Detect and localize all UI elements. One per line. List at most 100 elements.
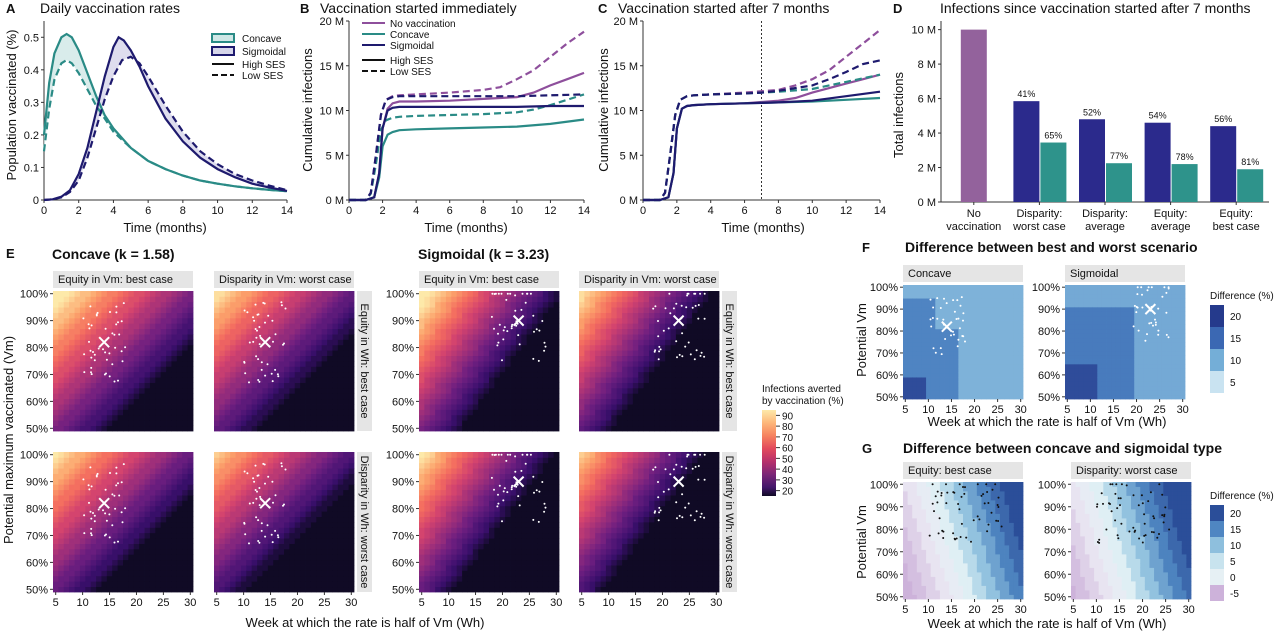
heatmap-cell xyxy=(69,527,75,534)
heatmap-cell xyxy=(515,350,522,357)
heatmap-cell xyxy=(251,500,258,507)
heatmap-cell xyxy=(419,478,425,485)
sample-point xyxy=(505,298,508,301)
heatmap-cell xyxy=(144,511,151,518)
heatmap-cell xyxy=(419,527,425,534)
heatmap-cell xyxy=(348,334,355,340)
heatmap-cell xyxy=(643,291,650,297)
heatmap-cell xyxy=(321,323,328,330)
heatmap-cell xyxy=(58,495,65,501)
heatmap-cell xyxy=(139,478,145,485)
heatmap-cell xyxy=(284,575,290,582)
heatmap-cell xyxy=(548,484,555,491)
sample-point xyxy=(114,507,117,510)
heatmap-cell xyxy=(219,565,226,571)
heatmap-cell xyxy=(235,532,242,539)
sample-point xyxy=(532,518,535,521)
heatmap-cell xyxy=(267,457,274,464)
heatmap-cell xyxy=(289,301,296,308)
heatmap-cell xyxy=(542,414,549,421)
sample-point xyxy=(257,379,260,381)
heatmap-cell xyxy=(467,344,474,351)
heatmap-cell xyxy=(273,543,280,550)
heatmap-cell xyxy=(96,334,102,340)
heatmap-cell xyxy=(166,398,172,405)
heatmap-cell xyxy=(214,548,220,555)
heatmap-cell xyxy=(643,296,650,303)
heatmap-cell xyxy=(74,361,81,367)
heatmap-cell xyxy=(246,291,253,297)
heatmap-cell xyxy=(499,554,506,561)
heatmap-cell xyxy=(79,452,86,458)
heatmap-cell xyxy=(112,527,119,534)
heatmap-cell xyxy=(429,393,436,400)
heatmap-cell xyxy=(532,398,538,405)
heatmap-cell xyxy=(219,484,226,491)
heatmap-cell xyxy=(176,291,183,297)
heatmap-cell xyxy=(257,425,263,432)
heatmap-cell xyxy=(155,414,162,421)
heatmap-cell xyxy=(53,505,59,512)
heatmap-cell xyxy=(440,296,447,303)
heatmap-cell xyxy=(139,586,145,593)
heatmap-cell xyxy=(160,473,167,480)
heatmap-cell xyxy=(456,500,463,507)
heatmap-cell xyxy=(638,350,645,357)
y-tick-label: 50% xyxy=(392,584,414,596)
heatmap-cell xyxy=(472,559,479,566)
heatmap-cell xyxy=(149,548,156,555)
heatmap-cell xyxy=(289,291,296,297)
heatmap-cell xyxy=(424,581,431,588)
heatmap-cell xyxy=(133,328,140,335)
sample-point xyxy=(103,373,106,376)
heatmap-cell xyxy=(273,532,280,539)
heatmap-cell xyxy=(643,398,650,405)
heatmap-cell xyxy=(515,398,522,405)
sample-point xyxy=(518,504,521,507)
heatmap-cell xyxy=(267,462,274,469)
heatmap-cell xyxy=(149,495,156,501)
sample-point xyxy=(271,541,274,544)
heatmap-cell xyxy=(515,344,522,351)
sample-point xyxy=(274,494,277,497)
heatmap-cell xyxy=(63,575,70,582)
sample-point xyxy=(533,491,535,494)
heatmap-cell xyxy=(542,307,549,313)
heatmap-cell xyxy=(160,452,167,458)
heatmap-cell xyxy=(219,575,226,582)
sample-point xyxy=(543,349,546,352)
heatmap-cell xyxy=(478,505,485,512)
heatmap-cell xyxy=(96,409,102,416)
heatmap-cell xyxy=(638,301,645,308)
heatmap-cell xyxy=(112,334,119,340)
heatmap-cell xyxy=(53,328,59,335)
heatmap-cell xyxy=(526,301,533,308)
heatmap-cell xyxy=(289,516,296,523)
heatmap-cell xyxy=(343,495,350,501)
legend-label-low: Low SES xyxy=(242,71,283,82)
heatmap-cell xyxy=(332,301,339,308)
heatmap-cell xyxy=(58,548,65,555)
heatmap-cell xyxy=(123,366,129,373)
heatmap-cell xyxy=(424,570,431,577)
heatmap-cell xyxy=(117,323,124,330)
heatmap-cell xyxy=(451,559,458,566)
sample-point xyxy=(93,353,96,356)
heatmap-cell xyxy=(63,478,70,485)
heatmap-cell xyxy=(321,301,328,308)
heatmap-cell xyxy=(133,527,140,534)
heatmap-cell xyxy=(219,296,226,303)
heatmap-cell xyxy=(343,538,350,544)
heatmap-cell xyxy=(96,398,102,405)
heatmap-cell xyxy=(289,473,296,480)
heatmap-cell xyxy=(537,538,544,544)
heatmap-cell xyxy=(332,350,339,357)
heatmap-cell xyxy=(262,452,269,458)
heatmap-cell xyxy=(251,377,258,383)
heatmap-cell xyxy=(483,387,490,394)
heatmap-cell xyxy=(321,478,328,485)
heatmap-cell xyxy=(440,522,447,528)
heatmap-cell xyxy=(343,323,350,330)
heatmap-cell xyxy=(214,484,220,491)
heatmap-cell xyxy=(348,511,355,518)
